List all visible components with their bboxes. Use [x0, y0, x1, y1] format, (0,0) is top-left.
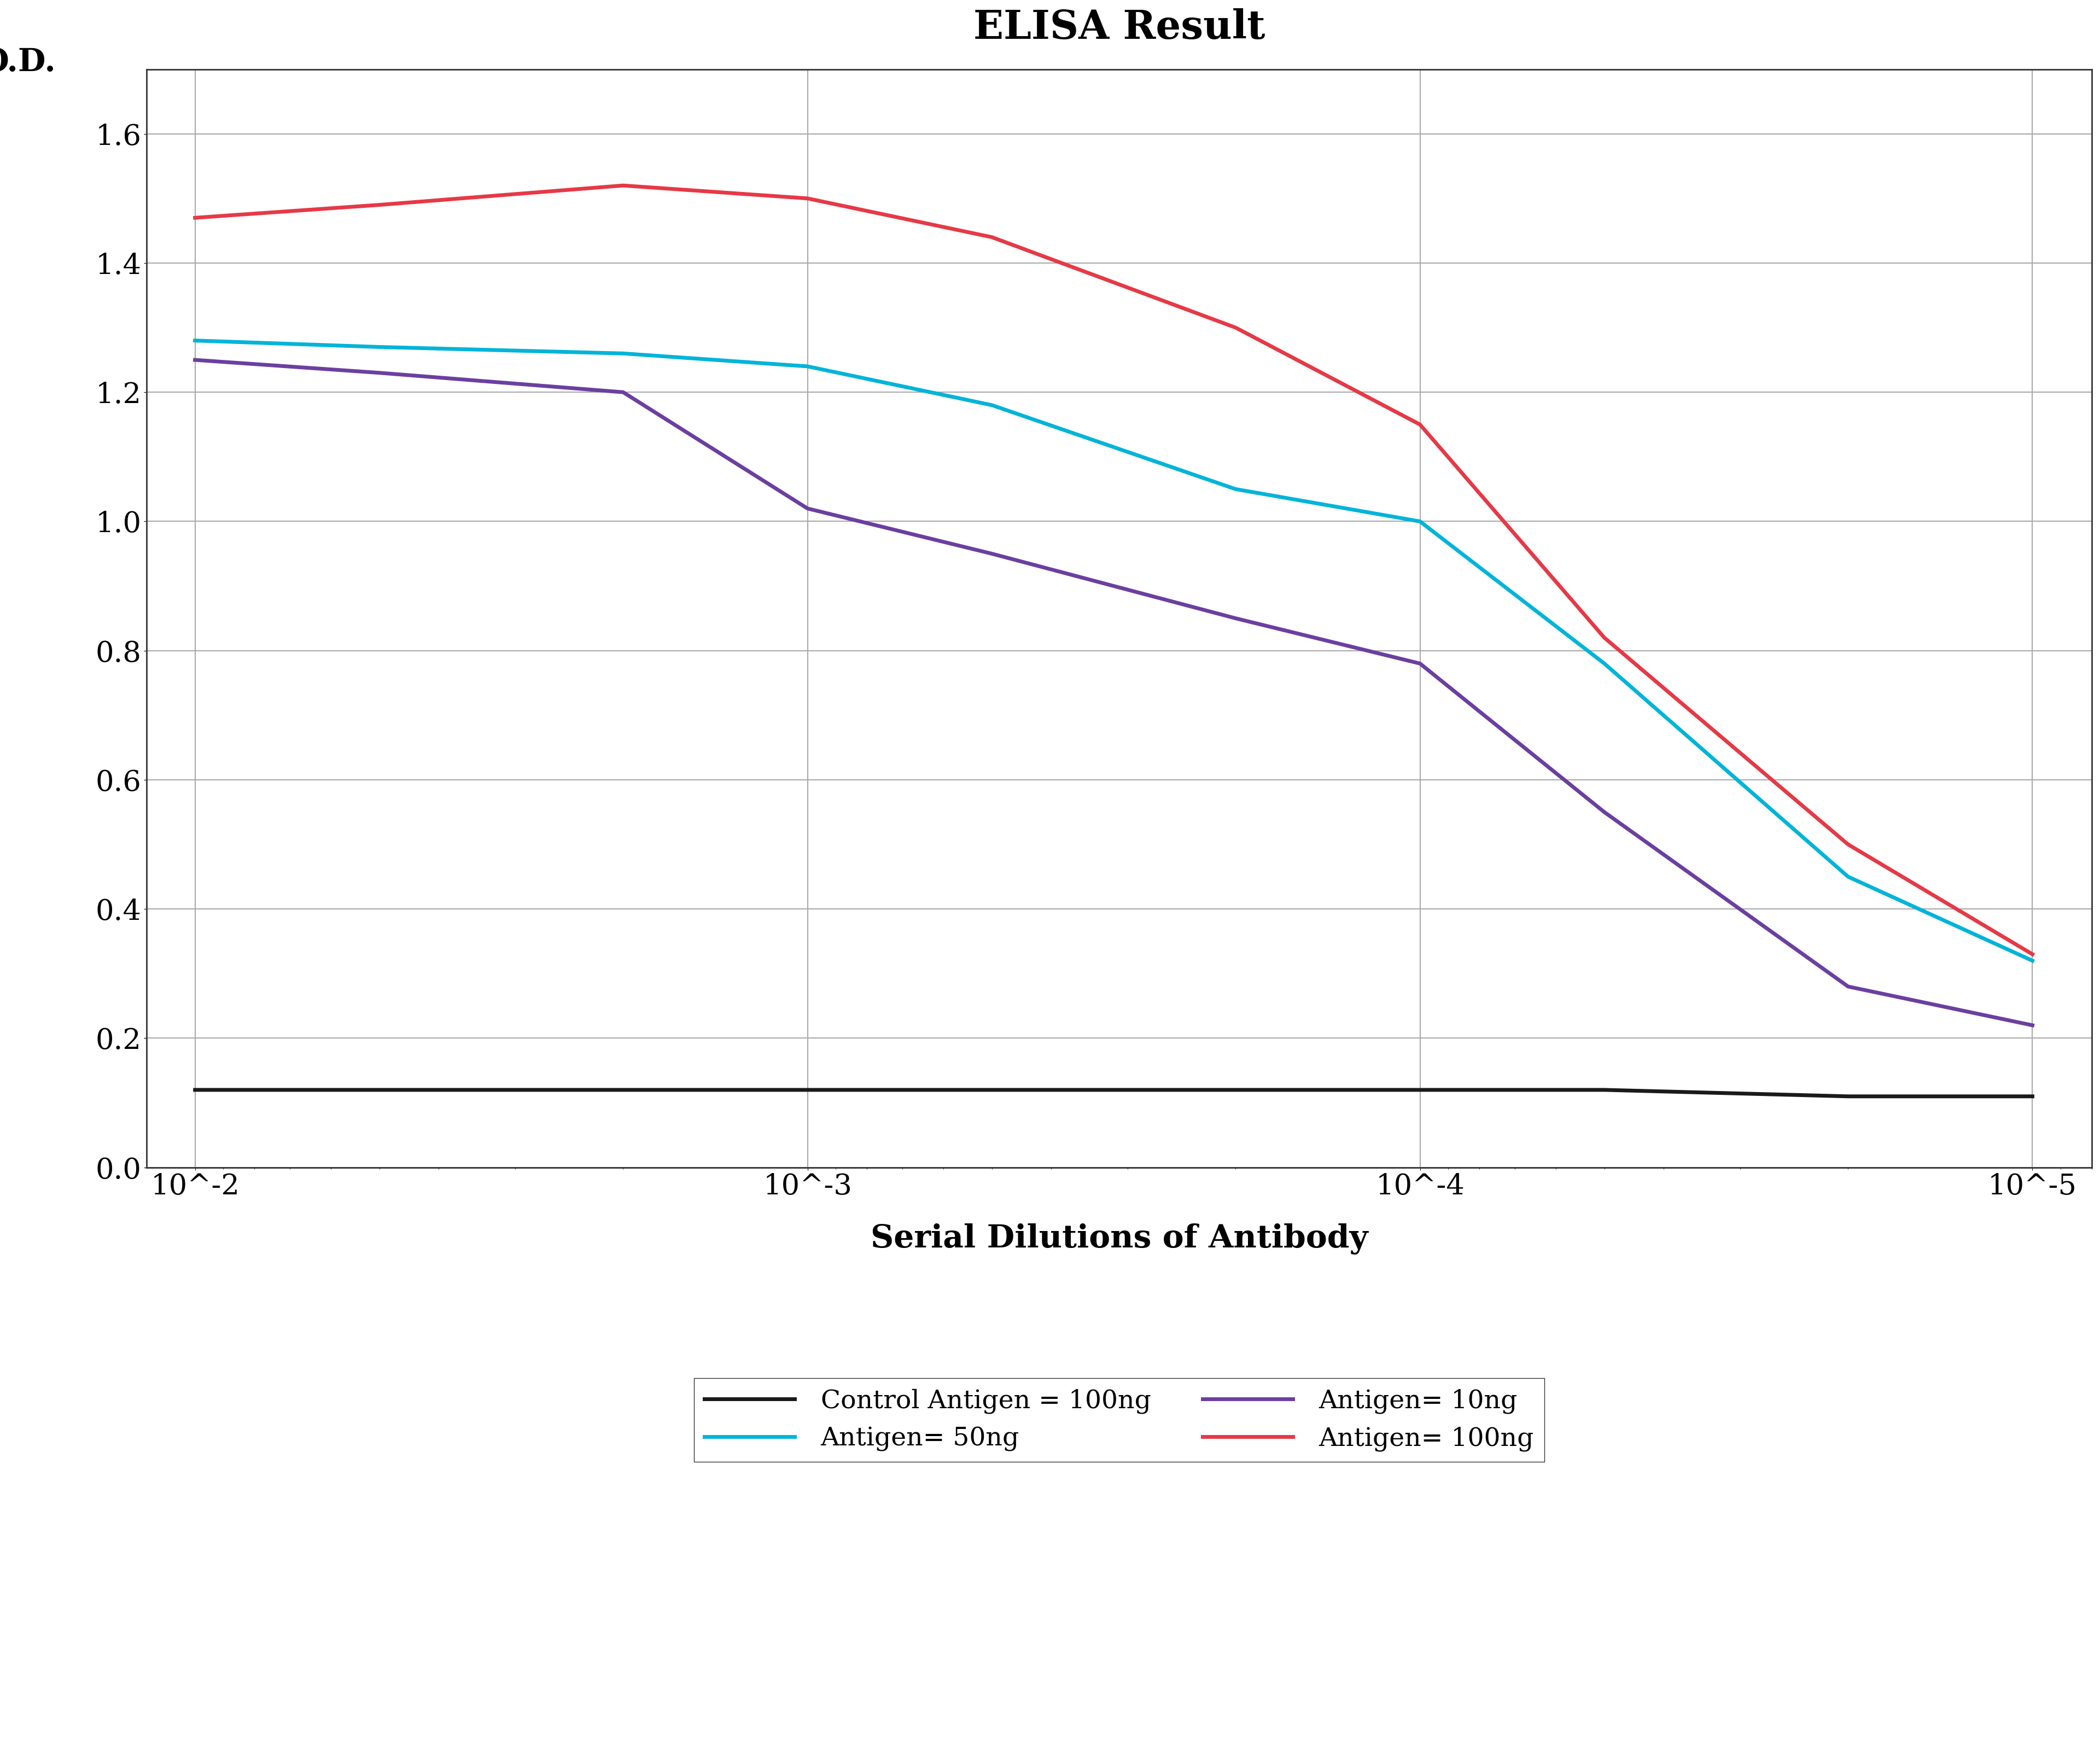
Control Antigen = 100ng: [1835, 1085, 1861, 1106]
Antigen= 10ng: [611, 382, 636, 402]
Control Antigen = 100ng: [796, 1080, 821, 1101]
Antigen= 100ng: [2020, 943, 2045, 964]
Line: Control Antigen = 100ng: Control Antigen = 100ng: [195, 1090, 2033, 1096]
Control Antigen = 100ng: [979, 1080, 1004, 1101]
Title: ELISA Result: ELISA Result: [972, 9, 1264, 47]
Antigen= 50ng: [1592, 653, 1617, 674]
Antigen= 50ng: [1835, 866, 1861, 887]
Control Antigen = 100ng: [183, 1080, 208, 1101]
Antigen= 100ng: [1835, 835, 1861, 856]
Line: Antigen= 10ng: Antigen= 10ng: [195, 360, 2033, 1026]
Antigen= 10ng: [2020, 1015, 2045, 1036]
Text: O.D.: O.D.: [0, 47, 57, 77]
X-axis label: Serial Dilutions of Antibody: Serial Dilutions of Antibody: [872, 1223, 1367, 1255]
Control Antigen = 100ng: [1222, 1080, 1247, 1101]
Antigen= 100ng: [1407, 415, 1432, 436]
Antigen= 100ng: [979, 228, 1004, 248]
Antigen= 10ng: [796, 499, 821, 520]
Antigen= 50ng: [1222, 478, 1247, 499]
Control Antigen = 100ng: [368, 1080, 393, 1101]
Antigen= 50ng: [979, 396, 1004, 416]
Antigen= 100ng: [183, 206, 208, 228]
Antigen= 10ng: [979, 542, 1004, 564]
Legend: Control Antigen = 100ng, Antigen= 50ng, Antigen= 10ng, Antigen= 100ng: Control Antigen = 100ng, Antigen= 50ng, …: [695, 1379, 1543, 1461]
Line: Antigen= 100ng: Antigen= 100ng: [195, 186, 2033, 954]
Antigen= 100ng: [611, 175, 636, 196]
Antigen= 50ng: [1407, 511, 1432, 532]
Antigen= 10ng: [1222, 607, 1247, 628]
Antigen= 10ng: [183, 350, 208, 371]
Antigen= 50ng: [368, 336, 393, 357]
Antigen= 50ng: [183, 331, 208, 352]
Control Antigen = 100ng: [1592, 1080, 1617, 1101]
Antigen= 10ng: [368, 362, 393, 383]
Antigen= 10ng: [1592, 802, 1617, 822]
Antigen= 100ng: [1592, 626, 1617, 648]
Control Antigen = 100ng: [2020, 1085, 2045, 1106]
Antigen= 10ng: [1407, 653, 1432, 674]
Antigen= 100ng: [796, 187, 821, 208]
Line: Antigen= 50ng: Antigen= 50ng: [195, 341, 2033, 961]
Antigen= 50ng: [2020, 950, 2045, 971]
Antigen= 100ng: [368, 194, 393, 215]
Antigen= 50ng: [796, 355, 821, 376]
Antigen= 50ng: [611, 343, 636, 364]
Antigen= 100ng: [1222, 317, 1247, 338]
Control Antigen = 100ng: [1407, 1080, 1432, 1101]
Control Antigen = 100ng: [611, 1080, 636, 1101]
Antigen= 10ng: [1835, 977, 1861, 997]
